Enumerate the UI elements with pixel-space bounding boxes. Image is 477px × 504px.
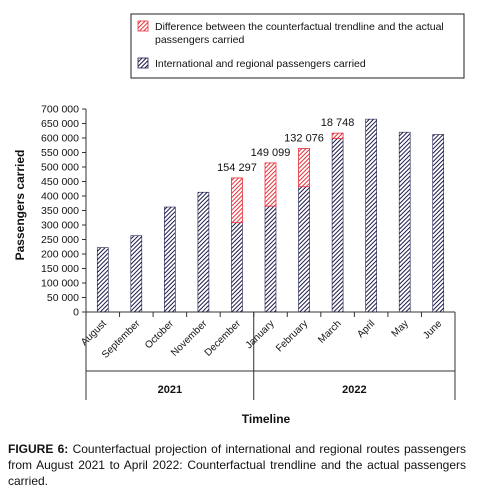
caption-figure-label: FIGURE 6: [8, 442, 69, 456]
y-tick-label: 700 000 [41, 104, 79, 116]
bar-passengers-carried [96, 247, 109, 313]
data-label: 149 099 [251, 147, 291, 159]
y-tick-label: 250 000 [41, 234, 79, 246]
caption-text: Counterfactual projection of internation… [8, 442, 467, 488]
y-axis: 0 50 000 100 000 150 000 200 000 250 000 300 0… [41, 104, 87, 319]
x-category-label: June [421, 318, 444, 341]
x-category-label: February [274, 318, 310, 354]
x-category-label: April [355, 318, 377, 340]
bar-passengers-carried [398, 131, 411, 313]
x-category-label: January [244, 318, 277, 351]
legend: Difference between the counterfactual tr… [130, 13, 465, 79]
data-label: 154 297 [217, 162, 257, 174]
bar-passengers-carried [197, 191, 210, 313]
legend-box [130, 13, 465, 79]
x-category-label: August [79, 318, 109, 348]
year-label: 2022 [342, 384, 366, 396]
y-tick-label: 600 000 [41, 133, 79, 145]
y-tick-label: 200 000 [41, 249, 79, 261]
bar-passengers-carried [298, 186, 310, 313]
bar-difference [264, 162, 277, 207]
x-category-label: March [316, 318, 343, 345]
data-labels: 154 297 149 099 132 076 18 748 [217, 117, 354, 174]
year-label: 2021 [158, 384, 182, 396]
y-tick-label: 450 000 [41, 176, 79, 188]
legend-swatch-difference [137, 20, 149, 32]
bar-passengers-carried [365, 118, 377, 313]
y-tick-label: 400 000 [41, 191, 79, 203]
y-axis-title: Passengers carried [13, 150, 27, 261]
legend-swatch-passengers [137, 57, 149, 69]
x-category-label: May [390, 318, 411, 339]
legend-label-difference: Difference between the counterfactual tr… [155, 21, 444, 33]
legend-label-difference-cont: passengers carried [155, 34, 244, 46]
y-tick-label: 300 000 [41, 220, 79, 232]
y-tick-label: 50 000 [47, 292, 79, 304]
bars [96, 118, 445, 313]
bar-passengers-carried [164, 206, 176, 313]
legend-label-passengers: International and regional passengers ca… [155, 58, 366, 70]
x-category-label: December [203, 318, 244, 359]
y-tick-label: 550 000 [41, 147, 79, 159]
x-axis-title: Timeline [242, 412, 291, 426]
y-tick-label: 500 000 [41, 162, 79, 174]
bar-chart: Difference between the counterfactual tr… [13, 13, 465, 426]
y-tick-label: 650 000 [41, 118, 79, 130]
data-label: 18 748 [321, 117, 355, 129]
bar-difference [331, 132, 344, 139]
x-category-label: October [143, 318, 176, 351]
chart-area: Difference between the counterfactual tr… [13, 13, 465, 426]
bar-passengers-carried [130, 235, 143, 313]
bar-passengers-carried [264, 205, 277, 313]
bar-passengers-carried [331, 138, 344, 313]
bar-difference [298, 148, 310, 188]
bar-difference [231, 177, 243, 224]
figure-caption: FIGURE 6: Counterfactual projection of i… [8, 441, 466, 489]
y-tick-label: 350 000 [41, 205, 79, 217]
y-tick-label: 100 000 [41, 278, 79, 290]
data-label: 132 076 [284, 132, 324, 144]
bar-passengers-carried [231, 222, 243, 313]
y-tick-label: 150 000 [41, 263, 79, 275]
bar-passengers-carried [432, 134, 445, 313]
y-tick-label: 0 [73, 307, 79, 319]
